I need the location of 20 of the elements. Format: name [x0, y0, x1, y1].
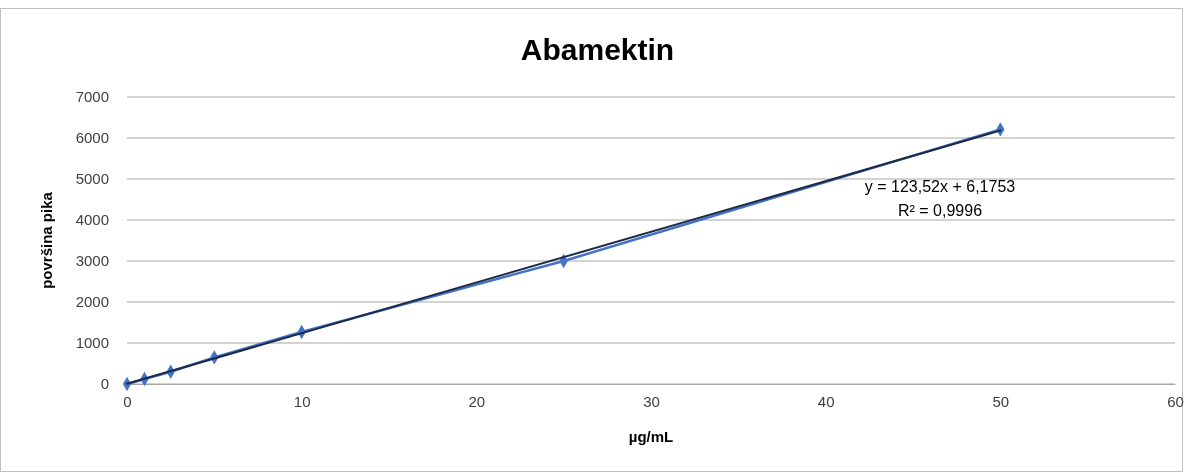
x-tick-label: 60	[1167, 392, 1184, 410]
x-tick-label: 30	[643, 392, 660, 410]
x-axis-title: µg/mL	[628, 428, 674, 445]
y-tick-label: 3000	[75, 252, 109, 270]
x-tick-label: 50	[992, 392, 1010, 410]
x-tick-label: 40	[817, 392, 835, 410]
y-tick-label: 1000	[75, 334, 109, 352]
x-tick-label: 0	[123, 392, 132, 410]
annotation: R² = 0,9996	[897, 202, 983, 219]
y-tick-label: 5000	[75, 170, 109, 188]
annotation: y = 123,52x + 6,1753	[864, 178, 1016, 195]
y-tick-label: 6000	[75, 129, 109, 147]
y-tick-label: 0	[100, 375, 109, 393]
chart-title: Abamektin	[520, 33, 675, 66]
x-tick-label: 10	[293, 392, 311, 410]
y-axis-title: površina pika	[38, 191, 55, 289]
x-tick-label: 20	[468, 392, 486, 410]
y-tick-label: 4000	[75, 211, 109, 229]
y-tick-label: 2000	[75, 293, 109, 311]
y-tick-label: 7000	[75, 88, 109, 106]
